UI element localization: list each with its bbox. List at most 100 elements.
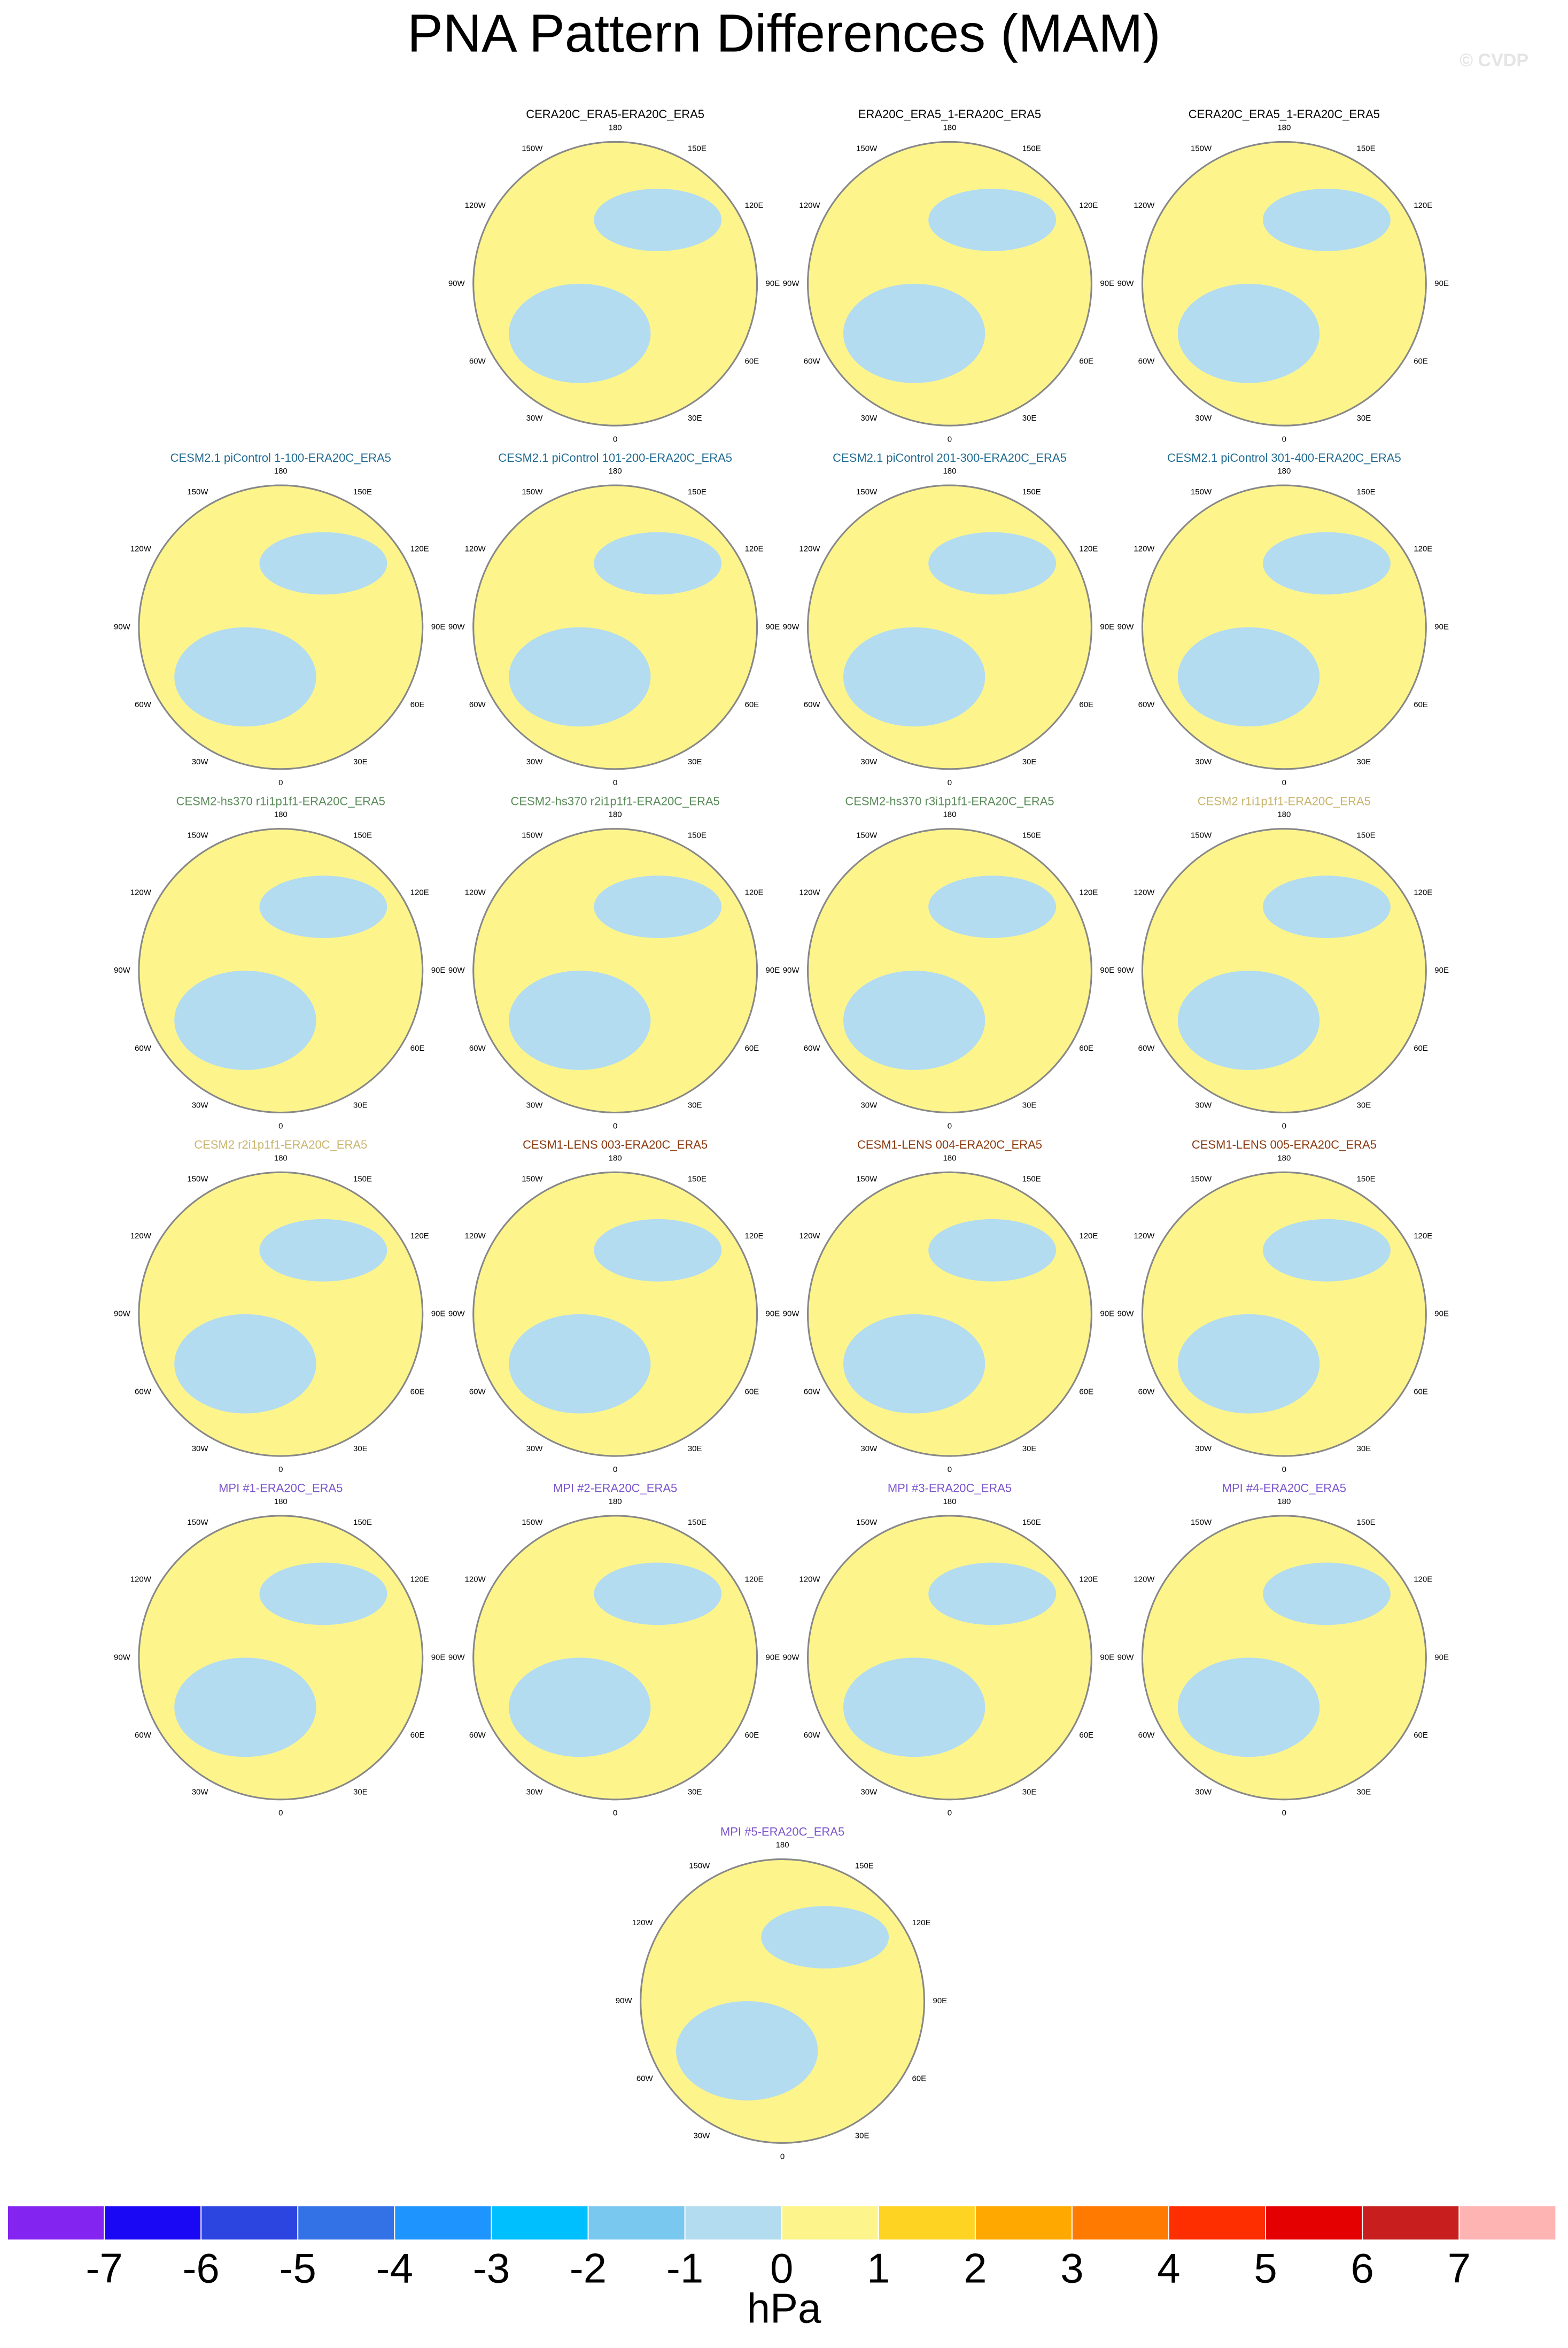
lon-label: 150W: [1191, 1174, 1212, 1183]
lon-label: 30W: [1195, 1101, 1212, 1110]
map-disk: [1141, 1515, 1427, 1801]
lon-label: 120E: [745, 888, 764, 897]
lon-label: 120E: [1414, 888, 1432, 897]
map-region: [928, 1562, 1057, 1625]
lon-label: 120W: [799, 1575, 820, 1584]
map-region: [594, 532, 722, 595]
lon-label: 30W: [860, 757, 878, 766]
lon-label: 120W: [465, 1575, 486, 1584]
lon-label: 30E: [353, 757, 368, 766]
lon-label: 60E: [1414, 357, 1428, 366]
lon-label: 90W: [448, 966, 465, 975]
lon-label: 150W: [522, 831, 543, 840]
map-region: [928, 189, 1057, 251]
lon-label: 180: [609, 123, 622, 132]
lon-label: 150E: [1022, 831, 1041, 840]
map-disk: [138, 1515, 424, 1801]
lon-label: 120W: [1134, 545, 1155, 554]
lon-label: 60E: [1414, 700, 1428, 709]
lon-label: 180: [274, 1497, 288, 1506]
colorbar-box: [394, 2205, 492, 2240]
map-region: [1177, 283, 1320, 383]
map-region: [509, 283, 651, 383]
lon-label: 60E: [745, 700, 759, 709]
map-disk: [472, 1515, 758, 1801]
lon-label: 150W: [187, 831, 208, 840]
lon-label: 60E: [410, 700, 425, 709]
map-outline: [807, 484, 1092, 770]
map-region: [1263, 1219, 1391, 1282]
colorbar-label: 6: [1350, 2244, 1373, 2291]
lon-label: 0: [1282, 435, 1286, 444]
lon-label: 180: [274, 1153, 288, 1163]
lon-label: 60W: [1138, 1731, 1155, 1740]
lon-label: 60W: [1138, 357, 1155, 366]
lon-label: 90W: [783, 279, 800, 288]
lon-label: 150W: [522, 487, 543, 497]
colorbar-box: [491, 2205, 588, 2240]
lon-label: 30E: [688, 1444, 702, 1453]
map-panel: ERA20C_ERA5_1-ERA20C_ERA5 180 150E 120E 90E 6…: [783, 107, 1114, 444]
lon-label: 180: [1277, 1153, 1291, 1163]
lon-label: 120W: [130, 888, 152, 897]
lon-label: 120E: [1079, 1231, 1098, 1241]
lon-label: 60E: [410, 1731, 425, 1740]
lon-label: 150E: [855, 1862, 874, 1871]
lon-label: 90W: [114, 966, 131, 975]
map-panel: MPI #4-ERA20C_ERA5 180 150E 120E 90E 60E 30E 0 3…: [1117, 1482, 1449, 1818]
map-panel: CESM2-hs370 r1i1p1f1-ERA20C_ERA5 180 150E 1…: [114, 794, 445, 1130]
panel-title: ERA20C_ERA5_1-ERA20C_ERA5: [858, 107, 1041, 121]
colorbar-box: [1169, 2205, 1266, 2240]
lon-label: 0: [613, 1809, 617, 1818]
lon-label: 60W: [804, 1387, 821, 1396]
lon-label: 60W: [1138, 1387, 1155, 1396]
map-region: [928, 875, 1057, 939]
lon-label: 30E: [1357, 1101, 1371, 1110]
map-region: [761, 1906, 889, 1969]
map-outline: [472, 1171, 758, 1457]
lon-label: 0: [948, 1465, 952, 1474]
lon-label: 120W: [465, 545, 486, 554]
lon-label: 0: [613, 435, 617, 444]
lon-label: 150E: [688, 144, 707, 153]
map-panel: MPI #3-ERA20C_ERA5 180 150E 120E 90E 60E 30E 0 3…: [783, 1482, 1114, 1818]
lon-label: 30E: [688, 757, 702, 766]
lon-label: 120E: [745, 1231, 764, 1241]
lon-label: 60W: [469, 700, 486, 709]
lon-label: 150E: [1357, 487, 1376, 497]
map-region: [843, 971, 985, 1070]
lon-label: 120W: [1134, 201, 1155, 210]
map-region: [1177, 627, 1320, 727]
map-panel: MPI #2-ERA20C_ERA5 180 150E 120E 90E 60E 30E 0 3…: [448, 1482, 780, 1818]
colorbar-label: -2: [570, 2244, 607, 2291]
lon-label: 90E: [431, 966, 446, 975]
lon-label: 120W: [130, 1231, 152, 1241]
lon-label: 180: [609, 467, 622, 476]
lon-label: 120E: [1079, 1575, 1098, 1584]
colorbar-box: [1459, 2205, 1556, 2240]
map-region: [594, 875, 722, 939]
lon-label: 60W: [135, 700, 152, 709]
lon-label: 150W: [187, 487, 208, 497]
panel-title: CESM1-LENS 003-ERA20C_ERA5: [523, 1138, 708, 1151]
lon-label: 150E: [353, 1174, 372, 1183]
lon-label: 60W: [469, 1731, 486, 1740]
lon-label: 120W: [632, 1918, 653, 1927]
map-region: [259, 875, 387, 939]
lon-label: 30E: [1357, 1444, 1371, 1453]
map-panel: CESM2.1 piControl 101-200-ERA20C_ERA5 180…: [448, 451, 780, 787]
lon-label: 150E: [1022, 487, 1041, 497]
lon-label: 120E: [1079, 201, 1098, 210]
lon-label: 60W: [636, 2074, 654, 2083]
map-region: [843, 627, 985, 727]
lon-label: 90E: [1434, 1309, 1449, 1319]
lon-label: 120E: [745, 545, 764, 554]
map-panel: CERA20C_ERA5_1-ERA20C_ERA5 180 150E 120E 90E…: [1117, 107, 1449, 444]
map-region: [174, 627, 316, 727]
panel-title: CESM2.1 piControl 101-200-ERA20C_ERA5: [498, 451, 732, 464]
colorbar-label: 7: [1448, 2244, 1471, 2291]
map-region: [1263, 532, 1391, 595]
lon-label: 0: [780, 2152, 785, 2161]
panel-title: CERA20C_ERA5-ERA20C_ERA5: [526, 107, 704, 121]
